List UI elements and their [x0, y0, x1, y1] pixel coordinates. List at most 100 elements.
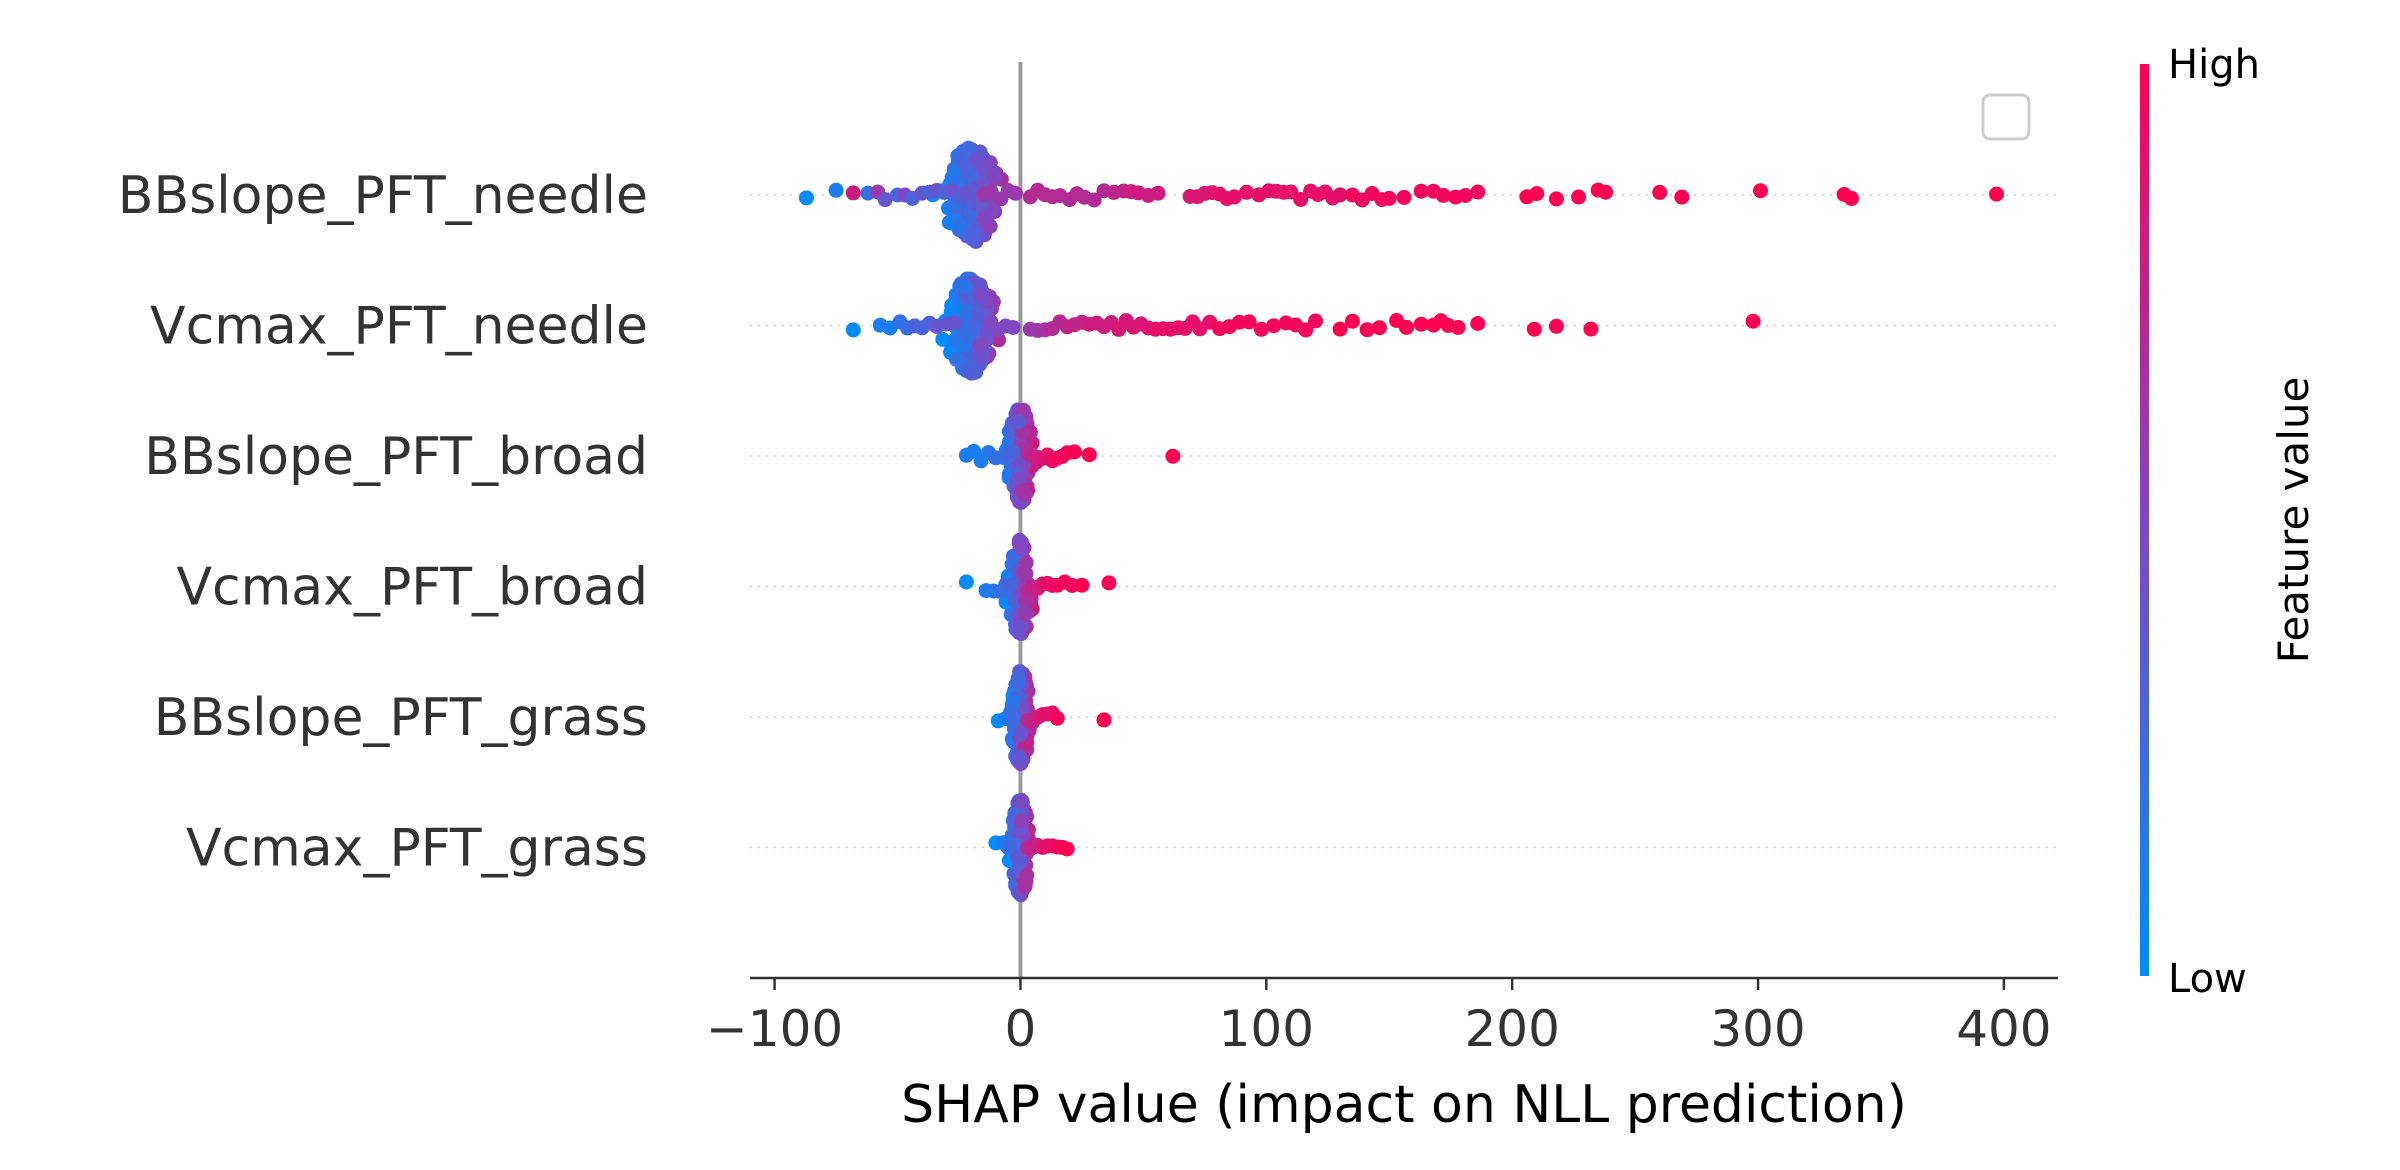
shap-point [961, 328, 977, 344]
shap-point [1059, 841, 1075, 857]
shap-point [1470, 184, 1486, 200]
shap-point [1008, 185, 1023, 201]
shap-point [1435, 187, 1451, 203]
shap-point [1005, 320, 1021, 335]
x-tick-label: 300 [1710, 1000, 1805, 1058]
feature-label: Vcmax_PFT_grass [186, 819, 648, 879]
shap-point [799, 190, 814, 206]
colorbar-low-label: Low [2168, 956, 2247, 1002]
shap-point [1344, 313, 1360, 329]
shap-point [1293, 192, 1309, 207]
shap-point [1413, 183, 1429, 199]
shap-point [1011, 749, 1027, 765]
shap-point [1241, 314, 1257, 330]
shap-point [1005, 444, 1021, 460]
feature-labels: BBslope_PFT_needle Vcmax_PFT_needle BBslop… [118, 166, 648, 879]
shap-point [1450, 320, 1466, 335]
shap-point [1067, 444, 1082, 460]
shap-point [973, 286, 989, 302]
shap-point [1399, 319, 1414, 335]
feature-label: BBslope_PFT_grass [154, 688, 648, 748]
shap-point [1011, 414, 1026, 430]
shap-point [1652, 184, 1668, 200]
shap-point [964, 227, 980, 243]
shap-point [1003, 577, 1019, 593]
shap-point [845, 185, 861, 201]
shap-point [1844, 190, 1859, 206]
row-guide-lines [750, 194, 2058, 849]
x-tick-label: −100 [706, 1000, 843, 1058]
shap-point [828, 182, 844, 198]
shap-point [1548, 318, 1564, 334]
colorbar-high-label: High [2168, 42, 2260, 88]
feature-label: Vcmax_PFT_needle [150, 297, 648, 357]
shap-point [1014, 795, 1030, 811]
shap-point [1529, 186, 1545, 202]
legend-box [1981, 93, 2031, 141]
shap-point [1074, 577, 1090, 593]
shap-point [1013, 726, 1028, 742]
shap-point [935, 331, 951, 347]
shap-point [1165, 448, 1181, 464]
x-tick-label: 100 [1219, 1000, 1314, 1058]
shap-point [1583, 321, 1599, 337]
shap-point [1396, 189, 1412, 205]
shap-point [1571, 189, 1587, 205]
shap-point [1015, 482, 1030, 498]
shap-point [1526, 321, 1542, 337]
x-axis-title: SHAP value (impact on NLL prediction) [901, 1075, 1907, 1135]
feature-label: Vcmax_PFT_broad [176, 558, 648, 618]
shap-point [845, 322, 861, 338]
shap-point [953, 218, 969, 234]
shap-point [971, 306, 987, 322]
shap-point [1019, 867, 1035, 883]
shap-point [1096, 712, 1112, 728]
shap-point [958, 185, 974, 201]
shap-point [1005, 711, 1021, 727]
colorbar-title: Feature value [2269, 377, 2318, 664]
shap-point [946, 315, 962, 331]
shap-point [1017, 878, 1033, 894]
colorbar: High Low Feature value [2140, 42, 2318, 1002]
colorbar-gradient [2140, 64, 2149, 976]
shap-point [1013, 813, 1029, 829]
shap-point [1013, 539, 1029, 555]
shap-point [1226, 189, 1242, 205]
shap-point [1086, 192, 1102, 208]
shap-point [962, 168, 978, 184]
shap-point [1458, 188, 1473, 203]
shap-point [1049, 710, 1065, 726]
shap-point [1081, 447, 1097, 463]
shap-point [1101, 575, 1117, 591]
shap-point [1016, 564, 1031, 580]
shap-point [1332, 321, 1348, 337]
shap-point [1753, 183, 1768, 199]
feature-label: BBslope_PFT_broad [144, 427, 648, 487]
shap-point [1674, 189, 1690, 205]
shap-point [1470, 316, 1486, 331]
x-tick-label: 400 [1956, 1000, 2051, 1058]
shap-point [1239, 184, 1255, 200]
shap-point [1359, 322, 1375, 338]
shap-point [973, 337, 989, 353]
shap-point [1308, 313, 1323, 329]
shap-point [1381, 190, 1397, 206]
x-tick-label: 0 [1005, 1000, 1037, 1058]
shap-point [1371, 320, 1387, 336]
shap-point [877, 192, 893, 208]
shap-point [1253, 321, 1269, 337]
shap-point [968, 152, 984, 168]
shap-point [1989, 186, 2004, 202]
shap-point [986, 169, 1002, 185]
shap-point [1548, 191, 1564, 207]
shap-point [975, 210, 991, 226]
x-tick-label: 200 [1464, 1000, 1559, 1058]
shap-point [1332, 187, 1348, 203]
shap-point [1598, 184, 1614, 200]
shap-point [957, 279, 973, 294]
shap-point [982, 155, 998, 171]
beeswarm-points [799, 140, 2004, 903]
shap-point [1005, 837, 1021, 853]
shap-point [1413, 316, 1429, 332]
